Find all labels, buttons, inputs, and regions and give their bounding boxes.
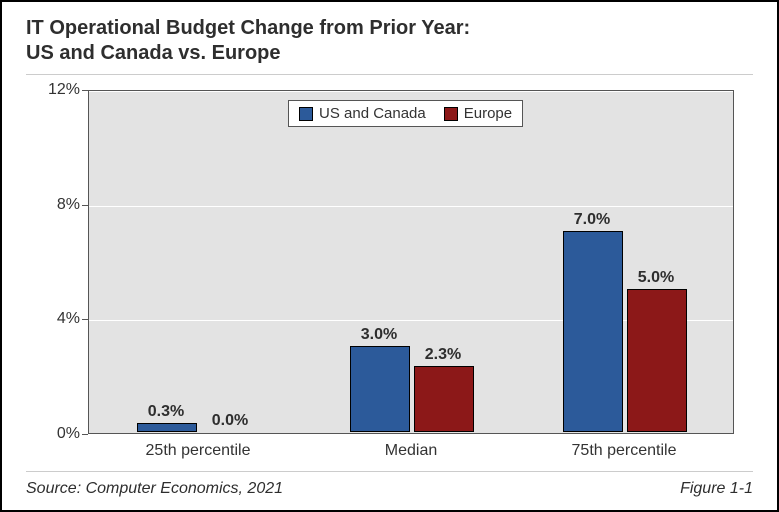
- bar-us-and-canada: [350, 346, 410, 432]
- footer-divider: [26, 471, 753, 472]
- bar-value-label: 0.3%: [148, 403, 184, 421]
- bar-europe: [414, 366, 474, 432]
- bar-value-label: 0.0%: [212, 412, 248, 430]
- title-divider: [26, 74, 753, 75]
- chart-title: IT Operational Budget Change from Prior …: [26, 16, 753, 66]
- x-category-label: Median: [385, 442, 437, 460]
- y-tick-label: 4%: [20, 310, 80, 328]
- legend-item: Europe: [444, 105, 512, 122]
- grid-line: [89, 206, 733, 207]
- y-tick-label: 8%: [20, 196, 80, 214]
- grid-line: [89, 91, 733, 92]
- legend-swatch: [444, 107, 458, 121]
- legend-swatch: [299, 107, 313, 121]
- bar-value-label: 7.0%: [574, 211, 610, 229]
- legend-item: US and Canada: [299, 105, 426, 122]
- bar-value-label: 3.0%: [361, 326, 397, 344]
- x-category-label: 75th percentile: [572, 442, 677, 460]
- plot-container: US and CanadaEurope 0%4%8%12%25th percen…: [88, 90, 734, 434]
- bar-us-and-canada: [563, 231, 623, 432]
- y-tick-label: 12%: [20, 81, 80, 99]
- legend-label: Europe: [464, 105, 512, 122]
- figure-number: Figure 1-1: [680, 480, 753, 498]
- title-line-1: IT Operational Budget Change from Prior …: [26, 16, 753, 41]
- bar-us-and-canada: [137, 423, 197, 432]
- y-tick-label: 0%: [20, 425, 80, 443]
- bar-europe: [627, 289, 687, 432]
- y-tick-mark: [82, 319, 88, 320]
- title-line-2: US and Canada vs. Europe: [26, 41, 753, 66]
- x-category-label: 25th percentile: [146, 442, 251, 460]
- figure-frame: IT Operational Budget Change from Prior …: [0, 0, 779, 512]
- y-tick-mark: [82, 90, 88, 91]
- legend: US and Canada Europe: [288, 100, 523, 127]
- bar-value-label: 5.0%: [638, 269, 674, 287]
- y-tick-mark: [82, 434, 88, 435]
- legend-label: US and Canada: [319, 105, 426, 122]
- y-tick-mark: [82, 205, 88, 206]
- source-text: Source: Computer Economics, 2021: [26, 480, 283, 498]
- bar-value-label: 2.3%: [425, 346, 461, 364]
- figure-footer: Source: Computer Economics, 2021 Figure …: [26, 480, 753, 498]
- plot-area: [88, 90, 734, 434]
